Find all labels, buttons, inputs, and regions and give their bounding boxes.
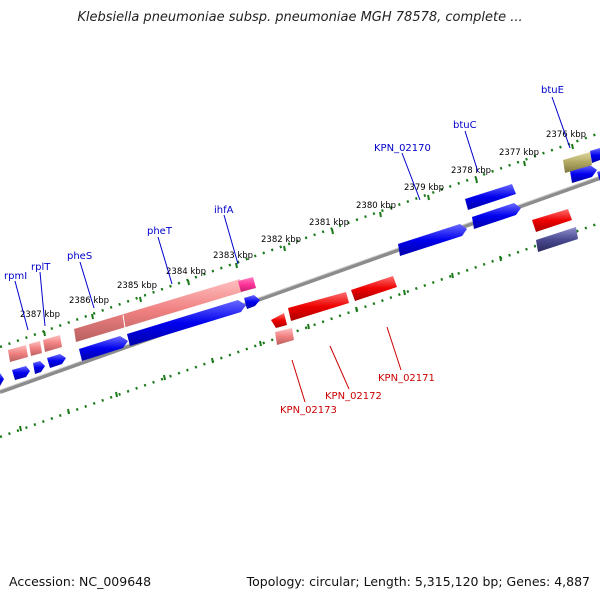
gene-label: ihfA: [214, 205, 234, 216]
gene-label: btuE: [541, 85, 564, 96]
map-title: Klebsiella pneumoniae subsp. pneumoniae …: [77, 10, 523, 25]
trna-feature: [238, 277, 256, 292]
tick-label: 2380 kbp: [356, 201, 396, 211]
tick-labels: 2376 kbp 2377 kbp 2378 kbp 2379 kbp 2380…: [20, 130, 586, 320]
gene-label: KPN_02171: [378, 373, 435, 384]
rrna-feature: [275, 328, 294, 345]
reverse-label-leaders: [291, 326, 402, 403]
gene-arrow: [398, 224, 467, 256]
gene-label: rplT: [31, 262, 51, 273]
rna-features[interactable]: [8, 277, 294, 362]
tick-label: 2387 kbp: [20, 310, 60, 320]
gene-arrow: [532, 209, 572, 232]
tick-label: 2377 kbp: [499, 148, 539, 158]
reverse-gene-labels: KPN_02171 KPN_02172 KPN_02173: [280, 373, 435, 416]
gene-arrow: [271, 313, 287, 328]
gene-arrow: [590, 148, 600, 163]
accession-label: Accession: NC_009648: [9, 574, 152, 589]
gene-label: pheS: [67, 251, 92, 262]
gene-arrow: [351, 276, 397, 301]
gene-block: [536, 227, 578, 252]
gene-arrow: [33, 361, 45, 374]
gene-label: KPN_02170: [374, 143, 431, 154]
gene-arrow: [465, 184, 516, 210]
tick-label: 2382 kbp: [261, 235, 301, 245]
tick-label: 2379 kbp: [404, 183, 444, 193]
other-genes[interactable]: [536, 152, 592, 252]
rrna-feature: [74, 279, 242, 342]
gene-label: KPN_02172: [325, 391, 382, 402]
tick-label: 2378 kbp: [451, 166, 491, 176]
forward-gene-labels: btuE btuC KPN_02170 ihfA pheT pheS rplT …: [4, 85, 564, 282]
gene-label: KPN_02173: [280, 405, 337, 416]
tick-label: 2384 kbp: [166, 267, 206, 277]
gene-arrow: [244, 295, 260, 309]
outer-major-ticks: [43, 143, 574, 337]
tick-label: 2381 kbp: [309, 218, 349, 228]
tick-label: 2383 kbp: [213, 251, 253, 261]
reverse-genes[interactable]: [271, 209, 572, 328]
inner-major-ticks: [19, 238, 550, 432]
gene-arrow: [472, 203, 521, 229]
forward-label-leaders: [14, 96, 571, 331]
gene-arrow: [127, 300, 246, 346]
gene-arrow: [79, 336, 128, 361]
genome-summary-label: Topology: circular; Length: 5,315,120 bp…: [246, 574, 590, 589]
gene-block: [563, 152, 592, 173]
tick-label: 2386 kbp: [69, 296, 109, 306]
gene-arrow: [12, 366, 30, 380]
forward-genes[interactable]: [0, 148, 600, 386]
rrna-feature: [8, 345, 28, 362]
gene-label: pheT: [147, 226, 173, 237]
tick-label: 2385 kbp: [117, 281, 157, 291]
gene-arrow: [288, 292, 349, 321]
gene-label: btuC: [453, 120, 477, 131]
gene-label: rpmI: [4, 271, 27, 282]
gene-arrow: [597, 171, 600, 181]
gene-arrow: [0, 373, 4, 386]
rrna-feature: [29, 341, 42, 356]
gene-arrow: [47, 354, 66, 368]
tick-label: 2376 kbp: [546, 130, 586, 140]
rrna-feature: [43, 335, 62, 352]
